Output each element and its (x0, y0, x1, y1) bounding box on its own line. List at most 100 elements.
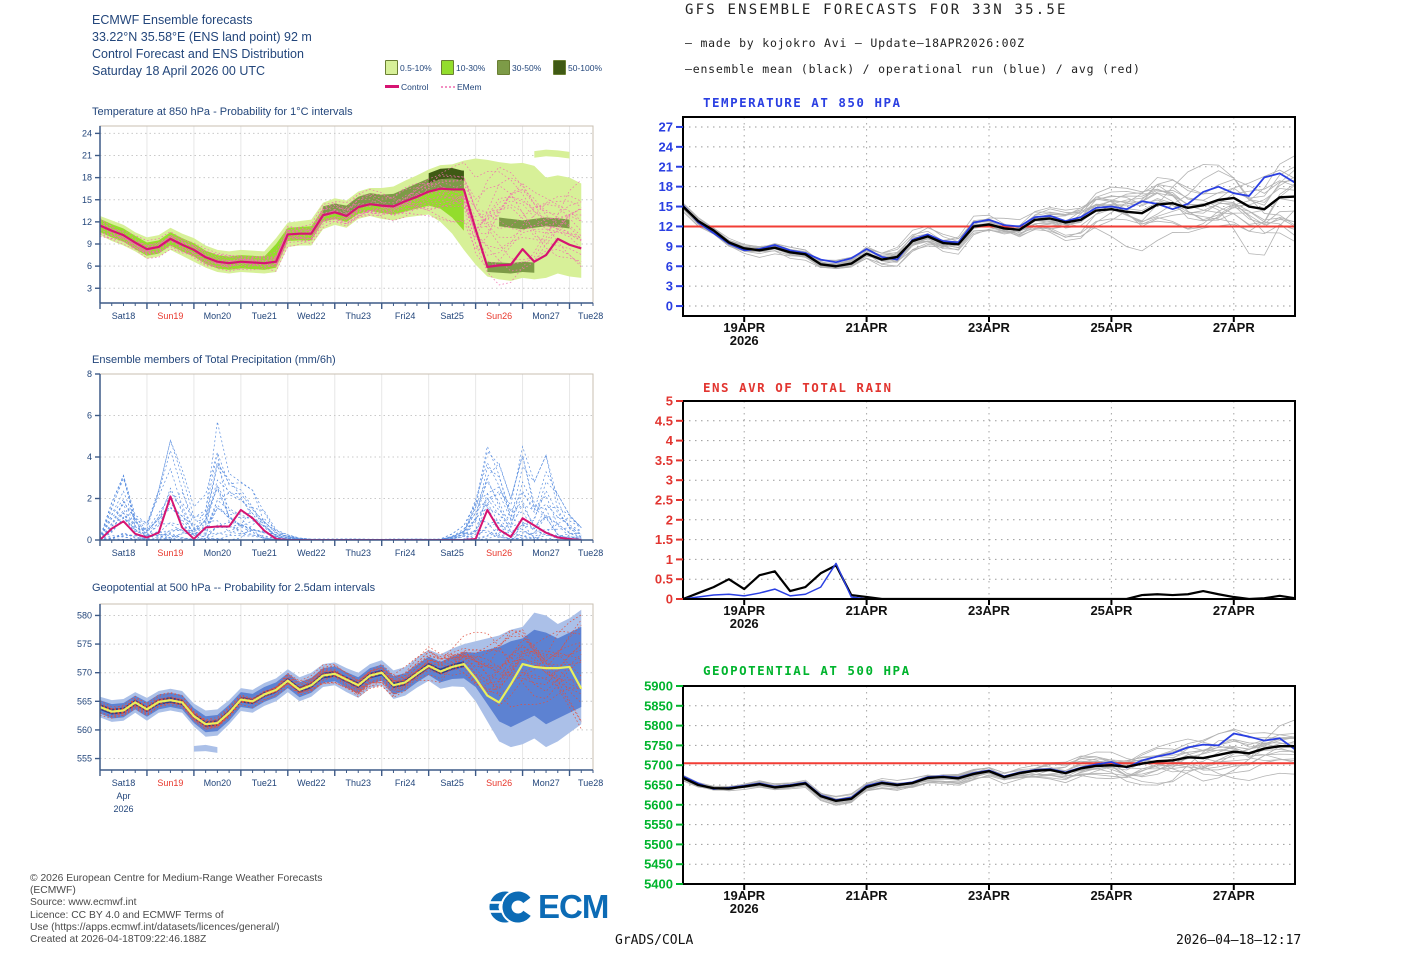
grads-attribution: GrADS/COLA (615, 933, 694, 948)
svg-text:580: 580 (77, 610, 92, 620)
ensemble-member-line-icon (441, 85, 455, 88)
svg-text:18: 18 (659, 179, 673, 194)
svg-text:3: 3 (666, 473, 673, 488)
svg-text:4: 4 (87, 452, 92, 462)
precip-chart-title: Ensemble members of Total Precipitation … (92, 354, 336, 366)
svg-text:2.5: 2.5 (655, 493, 673, 508)
svg-text:Mon20: Mon20 (204, 311, 232, 321)
copyright-line: (ECMWF) (30, 885, 76, 897)
svg-text:5750: 5750 (644, 738, 673, 753)
ecmwf-header: ECMWF Ensemble forecasts 33.22°N 35.58°E… (92, 12, 312, 80)
legend-lines-row: Control EMem (385, 77, 609, 96)
svg-text:Mon20: Mon20 (204, 548, 232, 558)
ecmwf-legend: 0.5-10% 10-30% 30-50% 50-100% Control EM… (385, 58, 609, 96)
svg-text:24: 24 (82, 128, 92, 138)
legend-item: 30-50% (497, 60, 553, 75)
svg-text:5550: 5550 (644, 817, 673, 832)
band-swatch-icon (553, 60, 566, 75)
svg-text:2026: 2026 (730, 901, 759, 914)
ecmwf-geopotential-chart: 555 560 565 570 575 580 Sat18 Sun19 Mon20 Tue21 We… (77, 603, 603, 814)
svg-text:5800: 5800 (644, 718, 673, 733)
svg-text:Sat18: Sat18 (112, 311, 136, 321)
plot-timestamp: 2026–04–18–12:17 (1176, 933, 1302, 948)
ecmwf-forecast-type: Control Forecast and ENS Distribution (92, 47, 304, 61)
svg-text:27APR: 27APR (1213, 603, 1256, 618)
svg-text:6: 6 (87, 261, 92, 271)
svg-text:19APR: 19APR (723, 603, 766, 618)
svg-text:Mon27: Mon27 (532, 311, 560, 321)
svg-text:12: 12 (659, 219, 673, 234)
svg-text:Fri24: Fri24 (395, 548, 416, 558)
svg-text:27APR: 27APR (1213, 320, 1256, 335)
svg-text:21: 21 (82, 151, 92, 161)
gfs-subtitle-legend: –ensemble mean (black) / operational run… (685, 62, 1141, 76)
svg-text:Wed22: Wed22 (297, 311, 325, 321)
svg-text:5: 5 (666, 394, 673, 409)
legend-item: 0.5-10% (385, 60, 441, 75)
svg-text:23APR: 23APR (968, 320, 1011, 335)
gfs-title: GFS ENSEMBLE FORECASTS FOR 33N 35.5E (685, 2, 1068, 18)
svg-text:Sat25: Sat25 (440, 311, 464, 321)
svg-text:6: 6 (87, 411, 92, 421)
svg-text:2: 2 (87, 494, 92, 504)
ecmwf-copyright: © 2026 European Centre for Medium-Range … (30, 873, 322, 946)
svg-text:Sun19: Sun19 (157, 778, 183, 788)
ecmwf-location: 33.22°N 35.58°E (ENS land point) 92 m (92, 30, 312, 44)
legend-item: Control (385, 82, 441, 92)
ecmwf-temp-850-chart: 3 6 9 12 15 18 21 24 Sat18 Sun19 Mon20 Tue21 Wed22 Th… (82, 125, 603, 321)
svg-text:565: 565 (77, 696, 92, 706)
legend-label: 0.5-10% (400, 62, 432, 73)
svg-text:0: 0 (666, 299, 673, 314)
ecmwf-logo-text: ECM (538, 888, 609, 925)
svg-text:21APR: 21APR (846, 603, 889, 618)
svg-text:Mon27: Mon27 (532, 548, 560, 558)
svg-text:Tue28: Tue28 (578, 311, 603, 321)
svg-text:27APR: 27APR (1213, 888, 1256, 903)
svg-text:Tue21: Tue21 (252, 311, 277, 321)
licence-url-line: Use (https://apps.ecmwf.int/datasets/lic… (30, 921, 280, 933)
svg-text:15: 15 (659, 199, 673, 214)
legend-label: 50-100% (568, 62, 603, 73)
svg-text:570: 570 (77, 668, 92, 678)
svg-text:24: 24 (659, 139, 674, 154)
band-swatch-icon (497, 60, 510, 75)
band-swatch-icon (441, 60, 454, 75)
svg-text:25APR: 25APR (1090, 888, 1133, 903)
svg-text:Sun19: Sun19 (157, 311, 183, 321)
svg-text:27: 27 (659, 119, 673, 134)
legend-item: 10-30% (441, 60, 497, 75)
svg-text:575: 575 (77, 639, 92, 649)
svg-text:Sat25: Sat25 (440, 548, 464, 558)
created-at-line: Created at 2026-04-18T09:22:46.188Z (30, 934, 207, 946)
ecmwf-precip-chart: 0 2 4 6 8 Sat18 Sun19 Mon20 Tue21 Wed22 Thu23 Fri24… (87, 369, 603, 558)
geopotential-chart-title: Geopotential at 500 hPa -- Probability f… (92, 582, 376, 594)
ecmwf-logo: ECM (488, 886, 609, 928)
svg-text:3.5: 3.5 (655, 453, 673, 468)
svg-text:Tue28: Tue28 (578, 548, 603, 558)
svg-text:8: 8 (87, 369, 92, 379)
source-line: Source: www.ecmwf.int (30, 897, 137, 909)
svg-text:2026: 2026 (730, 616, 759, 628)
svg-text:9: 9 (666, 239, 673, 254)
svg-text:Thu23: Thu23 (345, 311, 371, 321)
svg-text:Apr: Apr (116, 791, 130, 801)
svg-text:2026: 2026 (730, 333, 759, 348)
svg-text:25APR: 25APR (1090, 603, 1133, 618)
svg-text:0: 0 (87, 535, 92, 545)
svg-text:4: 4 (666, 433, 674, 448)
gfs-geopotential-chart: 5400 5450 5500 5550 5600 5650 5700 5750 5800 5850… (644, 679, 1296, 914)
svg-text:23APR: 23APR (968, 888, 1011, 903)
svg-text:Sun19: Sun19 (157, 548, 183, 558)
legend-label: 10-30% (456, 62, 486, 73)
svg-text:1: 1 (666, 552, 673, 567)
legend-probability-row: 0.5-10% 10-30% 30-50% 50-100% (385, 58, 609, 77)
band-swatch-icon (385, 60, 398, 75)
svg-text:0.5: 0.5 (655, 572, 673, 587)
legend-item: EMem (441, 82, 497, 92)
legend-item: 50-100% (553, 60, 609, 75)
svg-text:Thu23: Thu23 (345, 548, 371, 558)
svg-text:3: 3 (87, 283, 92, 293)
svg-text:4.5: 4.5 (655, 413, 673, 428)
svg-text:6: 6 (666, 259, 673, 274)
